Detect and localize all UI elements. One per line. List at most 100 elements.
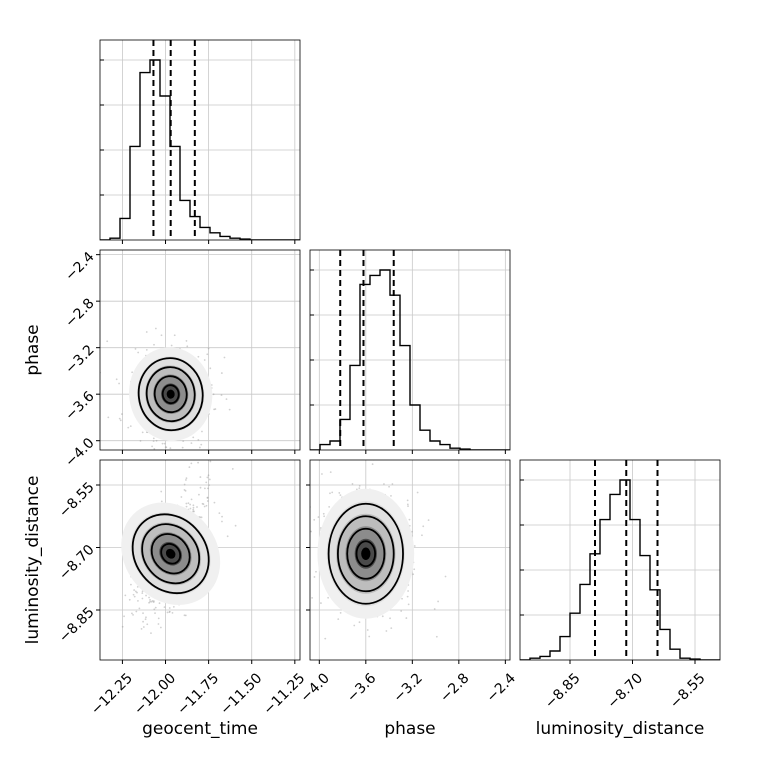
sample-point xyxy=(173,334,176,337)
sample-point xyxy=(337,618,340,621)
y-tick-label: −8.70 xyxy=(56,542,98,584)
sample-point xyxy=(186,345,189,348)
sample-point xyxy=(189,503,192,506)
sample-point xyxy=(408,518,411,521)
histogram-luminosity_distance xyxy=(520,479,720,660)
sample-point xyxy=(152,458,154,460)
contour-level xyxy=(160,542,182,565)
sample-point xyxy=(231,468,234,470)
sample-point xyxy=(207,474,210,477)
sample-point xyxy=(150,632,152,635)
sample-point xyxy=(132,613,134,616)
sample-point xyxy=(389,617,391,620)
sample-point xyxy=(145,349,148,351)
sample-point xyxy=(201,430,203,433)
sample-point xyxy=(407,603,410,606)
sample-point xyxy=(192,510,194,513)
y-axis-title: luminosity_distance xyxy=(23,476,43,645)
sample-point xyxy=(124,594,127,597)
sample-point xyxy=(313,518,316,521)
sample-point xyxy=(204,487,206,490)
sample-point xyxy=(123,615,125,618)
density-level xyxy=(165,548,176,559)
sample-point xyxy=(183,483,186,486)
sample-point xyxy=(190,462,193,465)
sample-point xyxy=(152,601,155,604)
sample-point xyxy=(220,394,223,397)
sample-point xyxy=(327,596,330,599)
x-tick-label: −12.25 xyxy=(88,670,136,718)
sample-point xyxy=(338,492,341,494)
sample-point xyxy=(221,520,223,523)
sample-point xyxy=(406,503,409,506)
panel-frame xyxy=(309,249,511,451)
sample-point xyxy=(413,545,416,547)
sample-point xyxy=(163,442,166,445)
sample-point xyxy=(192,508,195,511)
sample-point xyxy=(181,446,184,449)
sample-point xyxy=(390,494,392,497)
sample-point xyxy=(206,500,209,502)
sample-point xyxy=(385,630,388,632)
sample-point xyxy=(188,466,191,469)
sample-point xyxy=(413,568,416,571)
x-tick-label: −12.00 xyxy=(131,670,179,718)
sample-point xyxy=(119,419,122,422)
x-tick-label: −4.0 xyxy=(298,670,333,705)
sample-point xyxy=(435,635,438,638)
contour-lines xyxy=(131,513,210,595)
sample-point xyxy=(323,515,326,518)
sample-point xyxy=(131,371,134,374)
sample-point xyxy=(130,583,132,586)
sample-point xyxy=(203,359,206,361)
sample-point xyxy=(311,596,313,599)
sample-point xyxy=(185,340,188,342)
sample-point xyxy=(209,460,212,463)
contour-level xyxy=(327,502,404,605)
sample-point xyxy=(405,617,408,619)
sample-point xyxy=(183,489,186,491)
sample-point xyxy=(223,356,226,359)
sample-point xyxy=(198,493,200,496)
sample-point xyxy=(167,453,169,455)
sample-point xyxy=(213,501,216,504)
sample-point xyxy=(149,600,151,603)
sample-point xyxy=(368,635,371,638)
contour-lines xyxy=(327,502,404,605)
sample-point xyxy=(185,477,188,480)
sample-point xyxy=(153,447,156,450)
sample-point xyxy=(154,606,157,609)
panel-geocent_time-vs-geocent_time xyxy=(99,39,301,244)
y-tick-label: −8.55 xyxy=(56,479,98,521)
sample-point xyxy=(328,505,331,508)
sample-point xyxy=(200,443,203,446)
sample-point xyxy=(146,623,149,626)
sample-point xyxy=(169,447,172,450)
density-shading xyxy=(317,488,415,619)
sample-point xyxy=(129,425,132,428)
sample-point xyxy=(136,591,138,594)
sample-point xyxy=(214,408,217,410)
sample-point xyxy=(199,486,202,489)
panel-luminosity_distance-vs-phase xyxy=(306,459,511,664)
contour-level xyxy=(137,357,204,432)
contour-level xyxy=(150,533,191,575)
sample-point xyxy=(139,440,142,442)
sample-point xyxy=(202,503,205,506)
sample-point xyxy=(206,353,209,356)
sample-point xyxy=(151,445,154,448)
contour-level xyxy=(153,375,188,414)
sample-point xyxy=(416,491,419,494)
sample-point xyxy=(381,615,384,618)
sample-point xyxy=(118,417,121,420)
y-tick-label: −8.85 xyxy=(56,604,98,646)
x-tick-label: −3.6 xyxy=(344,670,379,705)
sample-point xyxy=(172,605,175,608)
sample-point xyxy=(421,534,423,537)
density-level xyxy=(166,389,175,399)
sample-point xyxy=(192,436,195,439)
sample-point xyxy=(184,614,187,617)
sample-point xyxy=(319,527,322,529)
contour-level xyxy=(131,513,210,595)
